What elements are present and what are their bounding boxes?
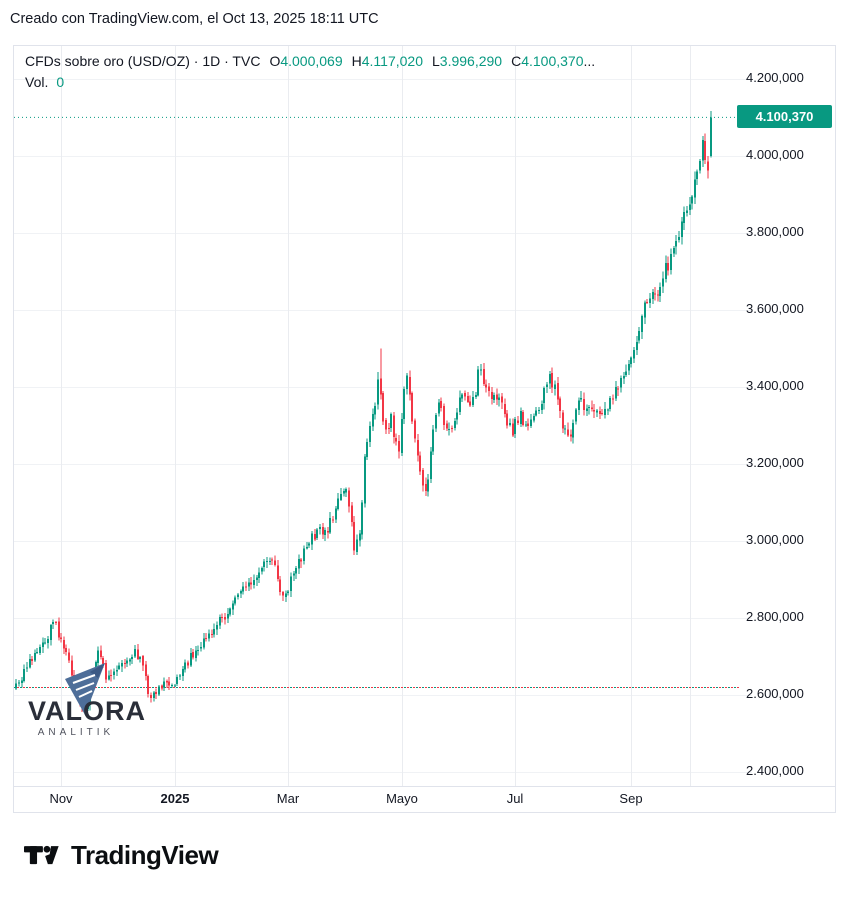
price-tick-label: 3.400,000 bbox=[746, 378, 804, 393]
price-tick-label: 2.800,000 bbox=[746, 609, 804, 624]
chart-panel: CFDs sobre oro (USD/OZ) · 1D · TVC O4.000… bbox=[13, 45, 836, 813]
time-tick-label: Mayo bbox=[386, 791, 418, 806]
time-tick-label: Sep bbox=[619, 791, 643, 806]
time-tick-label: Nov bbox=[49, 791, 73, 806]
close-value: 4.100,370 bbox=[521, 53, 584, 69]
symbol-line: CFDs sobre oro (USD/OZ) · 1D · TVC O4.000… bbox=[25, 51, 595, 72]
snapshot-caption: Creado con TradingView.com, el Oct 13, 2… bbox=[10, 11, 379, 27]
price-tick-label: 4.000,000 bbox=[746, 147, 804, 162]
legend-ellipsis: ... bbox=[583, 53, 596, 69]
watermark-title: VALORA bbox=[28, 696, 146, 726]
valora-plane-icon bbox=[65, 663, 105, 715]
price-tick-label: 2.400,000 bbox=[746, 763, 804, 778]
open-label: O bbox=[269, 53, 281, 69]
volume-line: Vol. 0 bbox=[25, 72, 595, 93]
price-tick-label: 3.000,000 bbox=[746, 532, 804, 547]
open-value: 4.000,069 bbox=[280, 53, 343, 69]
low-label: L bbox=[432, 53, 440, 69]
footer-brand-text: TradingView bbox=[71, 840, 219, 870]
close-label: C bbox=[511, 53, 522, 69]
price-tick-label: 3.600,000 bbox=[746, 301, 804, 316]
high-label: H bbox=[351, 53, 362, 69]
last-price-badge: 4.100,370 bbox=[737, 105, 832, 128]
high-value: 4.117,020 bbox=[361, 53, 423, 69]
time-tick-label: 2025 bbox=[160, 791, 190, 806]
chart-legend: CFDs sobre oro (USD/OZ) · 1D · TVC O4.000… bbox=[25, 51, 595, 93]
volume-label: Vol. bbox=[25, 74, 49, 90]
volume-value: 0 bbox=[56, 74, 65, 90]
tradingview-logo-icon bbox=[24, 845, 59, 864]
low-value: 3.996,290 bbox=[439, 53, 503, 69]
candlestick-chart[interactable] bbox=[14, 46, 835, 812]
time-tick-label: Mar bbox=[276, 791, 300, 806]
footer-brand[interactable]: TradingView bbox=[24, 840, 219, 871]
time-tick-label: Jul bbox=[506, 791, 524, 806]
price-tick-label: 4.200,000 bbox=[746, 70, 804, 85]
price-tick-label: 3.800,000 bbox=[746, 224, 804, 239]
watermark-subtitle: ANALITIK bbox=[37, 727, 115, 738]
price-tick-label: 3.200,000 bbox=[746, 455, 804, 470]
symbol-title: CFDs sobre oro (USD/OZ) · 1D · TVC bbox=[25, 53, 261, 69]
price-tick-label: 2.600,000 bbox=[746, 686, 804, 701]
